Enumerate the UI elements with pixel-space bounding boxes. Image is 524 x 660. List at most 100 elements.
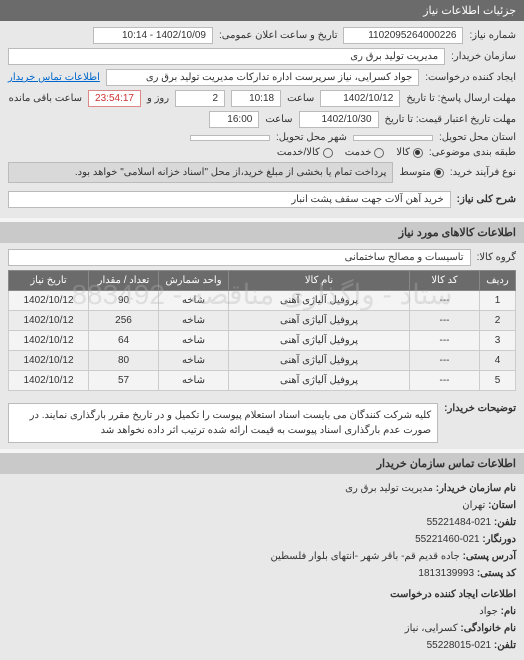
explain-text: کلیه شرکت کنندگان می بایست اسناد استعلام… [8,403,438,443]
validity-date-field: 1402/10/30 [299,111,379,128]
table-row: 1---پروفیل آلیاژی آهنیشاخه901402/10/12 [9,291,516,311]
contact-block: نام سازمان خریدار: مدیریت تولید برق ری ا… [0,474,524,660]
table-cell: --- [410,311,480,331]
table-cell: شاخه [159,351,229,371]
contact-addr-label: آدرس پستی: [463,551,516,562]
req-no-field: 1102095264000226 [343,27,463,44]
radio-dot-icon [413,148,423,158]
table-cell: 5 [480,371,516,391]
table-cell: --- [410,351,480,371]
delivery-prov-field [353,135,433,141]
goods-table: ردیفکد کالانام کالاواحد شمارشتعداد / مقد… [8,270,516,391]
validity-time-field: 16:00 [209,111,259,128]
table-cell: شاخه [159,371,229,391]
table-header-cell: کد کالا [410,271,480,291]
table-cell: 1402/10/12 [9,371,89,391]
time-label-1: ساعت [287,93,314,104]
table-cell: 1402/10/12 [9,311,89,331]
category-label: طبقه بندی موضوعی: [429,147,516,158]
table-cell: 4 [480,351,516,371]
table-cell: --- [410,331,480,351]
process-note: پرداخت تمام یا بخشی از مبلغ خرید،از محل … [8,162,393,183]
contact-addr: جاده قدیم قم- باقر شهر -انتهای بلوار فلس… [270,551,459,562]
contact-org: مدیریت تولید برق ری [345,483,433,494]
radio-khedmat[interactable]: خدمت [345,147,385,158]
table-cell: --- [410,291,480,311]
table-cell: 1402/10/12 [9,331,89,351]
page-header: جزئیات اطلاعات نیاز [0,0,524,21]
contact-tel: 021-55221484 [427,517,492,528]
table-header-cell: ردیف [480,271,516,291]
contact-fax: 021-55221460 [415,534,480,545]
table-cell: 64 [89,331,159,351]
process-label: نوع فرآیند خرید: [450,167,516,178]
page-title: جزئیات اطلاعات نیاز [423,5,516,17]
creator-family-label: نام خانوادگی: [460,623,516,634]
table-row: 3---پروفیل آلیاژی آهنیشاخه641402/10/12 [9,331,516,351]
table-cell: پروفیل آلیاژی آهنی [229,371,410,391]
table-header-cell: تعداد / مقدار [89,271,159,291]
table-row: 4---پروفیل آلیاژی آهنیشاخه801402/10/12 [9,351,516,371]
contact-fax-label: دورنگار: [482,534,516,545]
table-cell: پروفیل آلیاژی آهنی [229,331,410,351]
radio-label: خدمت [345,147,372,158]
goods-section: گروه کالا: تاسیسات و مصالح ساختمانی ستاد… [0,243,524,397]
creator-header: اطلاعات ایجاد کننده درخواست [8,586,516,603]
creator-family: کسرایی، نیاز [405,623,458,634]
table-cell: --- [410,371,480,391]
contact-prov: تهران [462,500,485,511]
table-wrap: ستاد - واگذاری مناقصه - 883492 ردیفکد کا… [8,270,516,391]
radio-kala[interactable]: کالا [396,147,423,158]
table-row: 5---پروفیل آلیاژی آهنیشاخه571402/10/12 [9,371,516,391]
buyer-org-field: مدیریت تولید برق ری [8,48,445,65]
table-cell: شاخه [159,311,229,331]
radio-label: متوسط [399,167,430,178]
table-cell: 2 [480,311,516,331]
req-no-label: شماره نیاز: [469,30,516,41]
contact-zip-label: کد پستی: [477,568,516,579]
contact-tel-label: تلفن: [494,517,516,528]
summary-field: خرید آهن آلات جهت سقف پشت انبار [8,191,451,208]
announce-field: 1402/10/09 - 10:14 [93,27,213,44]
buyer-org-label: سازمان خریدار: [451,51,516,62]
creator-name-label: نام: [501,606,516,617]
table-cell: شاخه [159,291,229,311]
radio-label: کالا/خدمت [277,147,320,158]
radio-dot-icon [323,148,333,158]
radio-kala-khedmat[interactable]: کالا/خدمت [277,147,333,158]
radio-motevaset[interactable]: متوسط [399,167,443,178]
contact-header: اطلاعات تماس سازمان خریدار [0,453,524,474]
summary-label: شرح کلی نیاز: [457,194,516,205]
table-cell: پروفیل آلیاژی آهنی [229,291,410,311]
explain-section: توضیحات خریدار: کلیه شرکت کنندگان می بای… [0,397,524,449]
table-header-cell: واحد شمارش [159,271,229,291]
creator-tel-label: تلفن: [494,640,516,651]
creator-tel: 021-55228015 [427,640,492,651]
deadline-label: مهلت ارسال پاسخ: تا تاریخ [406,93,516,104]
creator-name: جواد [479,606,498,617]
table-cell: پروفیل آلیاژی آهنی [229,311,410,331]
delivery-city-field [190,135,270,141]
days-label: روز و [147,93,169,104]
announce-label: تاریخ و ساعت اعلان عمومی: [219,30,338,41]
category-radio-group: کالا خدمت کالا/خدمت [277,147,423,158]
radio-label: کالا [396,147,410,158]
table-cell: 256 [89,311,159,331]
group-field: تاسیسات و مصالح ساختمانی [8,249,471,266]
validity-label: مهلت تاریخ اعتبار قیمت: تا تاریخ [385,114,516,125]
table-cell: 1 [480,291,516,311]
table-header-cell: نام کالا [229,271,410,291]
table-row: 2---پروفیل آلیاژی آهنیشاخه2561402/10/12 [9,311,516,331]
table-cell: شاخه [159,331,229,351]
table-cell: 90 [89,291,159,311]
radio-dot-icon [434,168,444,178]
contact-org-label: نام سازمان خریدار: [436,483,516,494]
process-radio-group: متوسط [399,167,443,178]
explain-label: توضیحات خریدار: [444,403,516,443]
requester-label: ایجاد کننده درخواست: [425,72,516,83]
goods-header: اطلاعات کالاهای مورد نیاز [0,222,524,243]
contact-link[interactable]: اطلاعات تماس خریدار [8,72,100,83]
table-cell: 80 [89,351,159,371]
table-cell: 1402/10/12 [9,291,89,311]
deadline-time-field: 10:18 [231,90,281,107]
